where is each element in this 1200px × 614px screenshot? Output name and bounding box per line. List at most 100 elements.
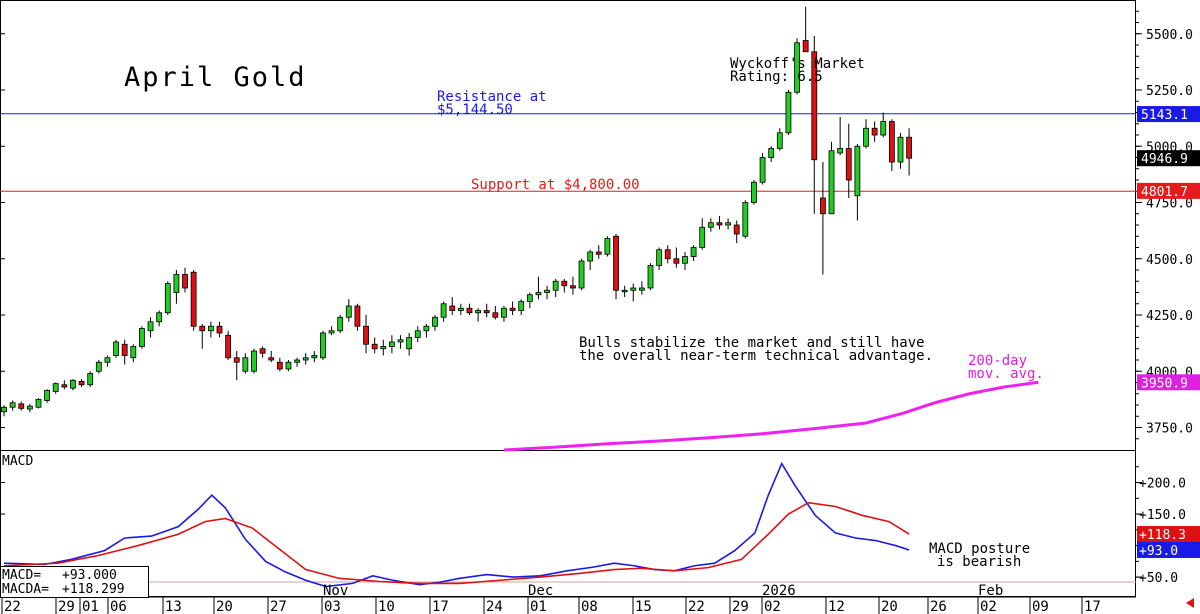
candle-body xyxy=(199,325,206,332)
candle-body xyxy=(587,251,594,262)
ma-200-polyline xyxy=(503,380,1039,452)
date-label: 03 xyxy=(324,599,341,614)
candle-body xyxy=(535,292,542,296)
price-tag-text: 3950.9 xyxy=(1141,376,1188,391)
candle xyxy=(742,200,749,239)
candle-body xyxy=(621,289,628,293)
candle xyxy=(199,324,206,349)
candle xyxy=(173,270,180,304)
macd-comment-2: is bearish xyxy=(937,554,1021,570)
ma-200-line xyxy=(503,380,1039,452)
candle xyxy=(44,389,50,403)
candle-body xyxy=(845,148,852,181)
candle xyxy=(397,335,404,349)
candle-body xyxy=(759,157,766,183)
candle xyxy=(380,339,387,356)
date-label: 12 xyxy=(828,599,845,614)
candle-body xyxy=(647,265,654,289)
candle-body xyxy=(26,405,33,410)
candlesticks xyxy=(1,6,912,417)
candle-body xyxy=(371,343,378,350)
candle-body xyxy=(716,222,723,226)
candle xyxy=(35,398,42,409)
candle-body xyxy=(311,355,318,359)
candle-body xyxy=(690,247,697,257)
candle xyxy=(828,141,835,215)
candle xyxy=(863,119,869,149)
candle xyxy=(285,360,292,372)
candle-body xyxy=(259,348,266,354)
candle-body xyxy=(906,136,912,159)
candle xyxy=(268,351,275,363)
candle xyxy=(337,315,344,333)
candle-body xyxy=(432,316,438,327)
candle-body xyxy=(828,150,835,215)
candle-body xyxy=(785,91,792,134)
price-tag: 4946.9 xyxy=(1137,150,1200,167)
candle xyxy=(733,220,740,243)
price-tick-label: 4750.0 xyxy=(1146,197,1193,212)
candle-body xyxy=(70,379,76,389)
comment-line-2: the overall near-term technical advantag… xyxy=(579,348,933,364)
candle-body xyxy=(9,402,16,408)
candle xyxy=(294,357,300,367)
candle xyxy=(207,321,214,338)
month-label: Feb xyxy=(978,583,1003,599)
candle xyxy=(544,285,550,300)
macd-tag-bg xyxy=(1137,526,1200,543)
candle xyxy=(621,285,628,297)
candle xyxy=(664,245,671,264)
candle xyxy=(61,380,68,390)
price-tag-text: 4946.9 xyxy=(1141,152,1188,167)
candle xyxy=(811,36,818,214)
candle-body xyxy=(423,325,430,332)
macd-lines xyxy=(3,461,910,588)
candle-body xyxy=(95,361,102,372)
candle xyxy=(87,371,94,387)
candle-body xyxy=(725,222,731,226)
candle xyxy=(906,128,912,176)
candle-body xyxy=(61,384,68,388)
candle-body xyxy=(561,280,568,287)
candle xyxy=(604,236,611,257)
macd-tags: +118.3+93.0 xyxy=(1137,526,1200,559)
candle-body xyxy=(501,307,507,318)
candle xyxy=(638,281,645,295)
candle-body xyxy=(664,249,671,260)
date-label: 26 xyxy=(930,599,947,614)
month-label: Nov xyxy=(323,583,348,599)
candle-body xyxy=(216,325,223,334)
candle-body xyxy=(87,373,94,386)
candle xyxy=(113,339,119,358)
candle xyxy=(647,263,654,291)
candle xyxy=(233,351,240,381)
candle-body xyxy=(1,406,7,413)
candle xyxy=(501,306,507,322)
candle xyxy=(26,403,33,413)
candle-body xyxy=(854,145,861,197)
candle-body xyxy=(544,289,550,293)
candle-body xyxy=(44,389,50,401)
candle xyxy=(457,303,464,315)
candle xyxy=(888,119,895,171)
scroll-arrow-icon[interactable] xyxy=(1186,598,1194,608)
candle xyxy=(690,245,697,261)
candle xyxy=(578,258,585,291)
price-tag-bg xyxy=(1137,182,1200,199)
candle-body xyxy=(638,287,645,291)
price-tag: 3950.9 xyxy=(1137,374,1200,391)
date-label: 29 xyxy=(58,599,75,614)
candle xyxy=(897,132,904,169)
candle-body xyxy=(190,271,197,327)
candle-body xyxy=(320,332,326,359)
candle-body xyxy=(397,339,404,343)
macd-series-macd xyxy=(3,461,910,588)
month-label: 2026 xyxy=(762,583,796,599)
candle xyxy=(570,276,576,295)
date-label: 17 xyxy=(432,599,449,614)
candle-body xyxy=(294,359,300,363)
candle xyxy=(311,351,318,363)
macd-tick-label: +150.0 xyxy=(1139,508,1186,523)
candle-body xyxy=(457,307,464,311)
macd-y-axis: +200.0 +150.0 +50.0 xyxy=(0,466,1186,586)
